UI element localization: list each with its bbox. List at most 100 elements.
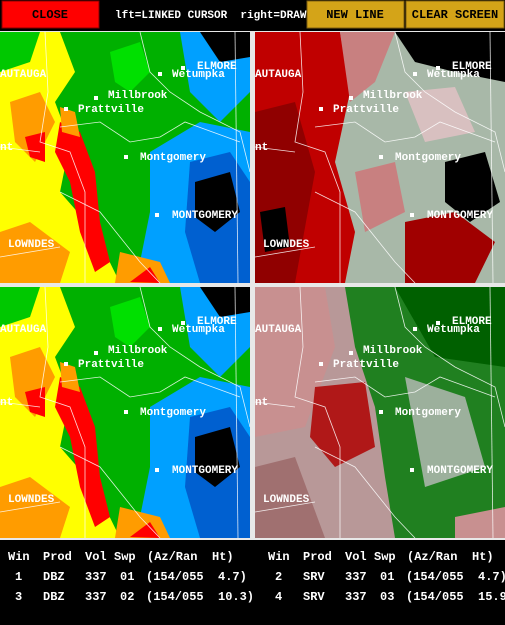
table-header: Swp: [374, 550, 396, 564]
map-label: Millbrook: [363, 90, 423, 102]
city-marker: [155, 213, 159, 217]
table-cell: 15.9: [478, 590, 505, 604]
radar-panel: ELMORE AUTAUGA Wetumpka Millbrook Prattville…: [0, 287, 250, 538]
map-label: Prattville: [78, 104, 144, 116]
city-marker: [349, 351, 353, 355]
city-marker: [181, 321, 185, 325]
clear-screen-label[interactable]: CLEAR SCREEN: [412, 8, 498, 22]
map-label: MONTGOMERY: [427, 465, 493, 477]
table-cell: 337: [345, 570, 367, 584]
table-header: Vol: [85, 550, 107, 564]
map-label: Wetumpka: [427, 69, 480, 81]
map-label: LOWNDES: [263, 239, 310, 251]
city-marker: [64, 107, 68, 111]
new-line-label[interactable]: NEW LINE: [326, 8, 384, 22]
city-marker: [319, 107, 323, 111]
map-label: Prattville: [333, 104, 399, 116]
map-label: AUTAUGA: [0, 324, 47, 336]
city-marker: [319, 362, 323, 366]
map-label: Millbrook: [108, 345, 168, 357]
city-marker: [94, 96, 98, 100]
map-label: ELMORE: [197, 316, 237, 328]
map-label: Montgomery: [140, 152, 206, 164]
table-header: Ht): [472, 550, 494, 564]
table-cell: 02: [120, 590, 134, 604]
table-cell: 337: [345, 590, 367, 604]
map-label: AUTAUGA: [0, 69, 47, 81]
city-marker: [181, 66, 185, 70]
toolbar: CLOSE lft=LINKED CURSOR right=DRAW NEW L…: [1, 0, 505, 29]
table-header: Prod: [43, 550, 72, 564]
map-label: Wetumpka: [172, 69, 225, 81]
table-cell: 01: [120, 570, 134, 584]
table-cell: 337: [85, 570, 107, 584]
table-header: (Az/Ran: [407, 550, 457, 564]
map-label: Montgomery: [395, 407, 461, 419]
table-cell: 337: [85, 590, 107, 604]
city-marker: [379, 410, 383, 414]
city-marker: [410, 213, 414, 217]
table-header: Win: [8, 550, 30, 564]
map-label: ELMORE: [452, 316, 492, 328]
map-label: LOWNDES: [8, 494, 55, 506]
table-cell: 4.7): [478, 570, 505, 584]
city-marker: [436, 321, 440, 325]
map-label: nt: [0, 397, 13, 409]
city-marker: [413, 327, 417, 331]
table-header: Swp: [114, 550, 136, 564]
radar-panel: ELMORE AUTAUGA Wetumpka Millbrook Prattville…: [255, 287, 505, 538]
map-label: AUTAUGA: [255, 324, 302, 336]
map-label: Montgomery: [140, 407, 206, 419]
city-marker: [124, 155, 128, 159]
map-label: LOWNDES: [263, 494, 310, 506]
clear-screen-button[interactable]: [405, 0, 505, 29]
table-cell: 01: [380, 570, 394, 584]
city-marker: [158, 72, 162, 76]
map-label: Montgomery: [395, 152, 461, 164]
table-cell: DBZ: [43, 570, 65, 584]
radar-panel: ELMORE AUTAUGA Wetumpka Millbrook Prattville…: [0, 32, 250, 283]
map-label: nt: [255, 397, 268, 409]
city-marker: [158, 327, 162, 331]
table-cell: (154/055: [406, 570, 464, 584]
table-cell: 4: [275, 590, 282, 604]
close-label[interactable]: CLOSE: [32, 8, 68, 22]
map-label: LOWNDES: [8, 239, 55, 251]
table-cell: 1: [15, 570, 22, 584]
map-label: MONTGOMERY: [172, 210, 238, 222]
map-label: nt: [0, 142, 13, 154]
table-cell: SRV: [303, 590, 325, 604]
new-line-button[interactable]: [306, 0, 405, 29]
table-cell: 10.3): [218, 590, 254, 604]
map-label: ELMORE: [197, 61, 237, 73]
status-table: Win Prod Vol Swp (Az/Ran Ht) Win Prod Vol Swp (Az/…: [8, 550, 505, 604]
city-marker: [94, 351, 98, 355]
city-marker: [124, 410, 128, 414]
map-label: nt: [255, 142, 268, 154]
map-label: Wetumpka: [172, 324, 225, 336]
radar-panels: ELMORE AUTAUGA Wetumpka Millbrook Prattville…: [0, 32, 505, 538]
radar-panel: ELMORE AUTAUGA Wetumpka Millbrook Prattville…: [255, 32, 505, 283]
city-marker: [349, 96, 353, 100]
map-label: MONTGOMERY: [427, 210, 493, 222]
table-header: Vol: [345, 550, 367, 564]
city-marker: [410, 468, 414, 472]
table-cell: (154/055: [146, 570, 204, 584]
table-cell: 3: [15, 590, 22, 604]
table-cell: (154/055: [406, 590, 464, 604]
city-marker: [379, 155, 383, 159]
map-label: AUTAUGA: [255, 69, 302, 81]
close-button[interactable]: [1, 0, 100, 29]
city-marker: [436, 66, 440, 70]
city-marker: [64, 362, 68, 366]
table-cell: (154/055: [146, 590, 204, 604]
city-marker: [413, 72, 417, 76]
map-label: Prattville: [78, 359, 144, 371]
map-label: ELMORE: [452, 61, 492, 73]
table-cell: 4.7): [218, 570, 247, 584]
city-marker: [155, 468, 159, 472]
table-cell: 2: [275, 570, 282, 584]
table-header: Prod: [303, 550, 332, 564]
map-label: MONTGOMERY: [172, 465, 238, 477]
